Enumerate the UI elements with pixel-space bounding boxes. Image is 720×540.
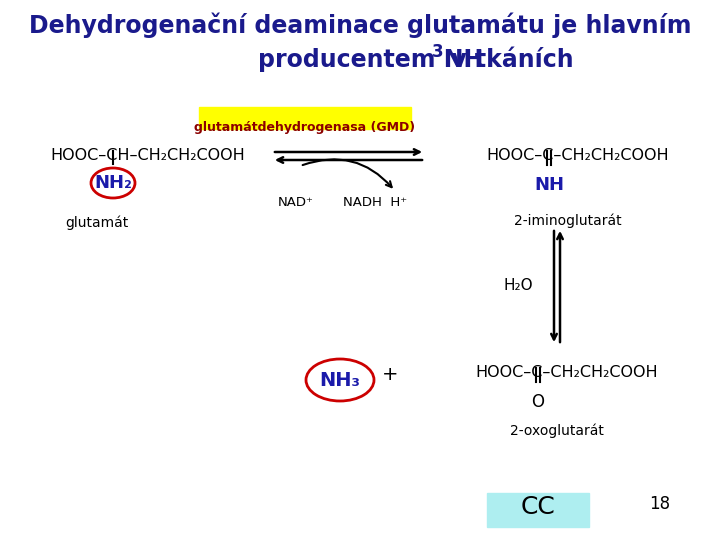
- Text: HOOC–C–CH₂CH₂COOH: HOOC–C–CH₂CH₂COOH: [476, 365, 658, 380]
- Text: CC: CC: [521, 495, 555, 519]
- Text: HOOC–CH–CH₂CH₂COOH: HOOC–CH–CH₂CH₂COOH: [50, 148, 246, 163]
- Text: glutamát: glutamát: [65, 216, 128, 231]
- Text: 3: 3: [432, 43, 444, 61]
- Text: HOOC–C–CH₂CH₂COOH: HOOC–C–CH₂CH₂COOH: [487, 148, 670, 163]
- Text: NAD⁺: NAD⁺: [278, 196, 314, 209]
- Text: NH: NH: [534, 176, 564, 194]
- Text: NADH  H⁺: NADH H⁺: [343, 196, 407, 209]
- Text: Dehydrogenační deaminace glutamátu je hlavním: Dehydrogenační deaminace glutamátu je hl…: [29, 12, 691, 37]
- Text: NH₃: NH₃: [320, 370, 361, 389]
- Text: H₂O: H₂O: [503, 279, 533, 294]
- FancyBboxPatch shape: [199, 107, 411, 129]
- Text: v tkáních: v tkáních: [443, 48, 574, 72]
- Text: 2-iminoglutarát: 2-iminoglutarát: [514, 213, 622, 227]
- Text: producentem NH: producentem NH: [258, 48, 483, 72]
- Text: NH₂: NH₂: [94, 174, 132, 192]
- Text: 2-oxoglutarát: 2-oxoglutarát: [510, 423, 604, 437]
- Text: glutamátdehydrogenasa (GMD): glutamátdehydrogenasa (GMD): [194, 121, 415, 134]
- Text: 18: 18: [649, 495, 670, 513]
- Text: +: +: [382, 366, 398, 384]
- FancyBboxPatch shape: [487, 493, 589, 527]
- Text: O: O: [531, 393, 544, 411]
